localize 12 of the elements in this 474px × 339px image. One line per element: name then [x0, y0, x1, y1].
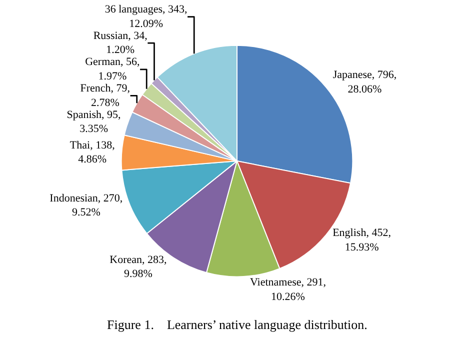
slice-label: Spanish, 95, 3.35%	[66, 108, 122, 136]
slice-label: Indonesian, 270, 9.52%	[50, 192, 123, 219]
slice-label: German, 56, 1.97%	[85, 56, 140, 83]
slice-label: English, 452, 15.93%	[332, 227, 392, 254]
text: Figure 1. Learners’ native language distribution.	[107, 317, 368, 332]
slice-label: French, 79, 2.78%	[80, 82, 130, 109]
slice-label: Korean, 283, 9.98%	[110, 254, 168, 280]
slice-label: Thai, 138, 4.86%	[70, 139, 116, 166]
slice-label: 36 languages, 343, 12.09%	[104, 4, 188, 30]
slice-label: Japanese, 796, 28.06%	[332, 69, 397, 96]
slice-label: Vietnamese, 291, 10.26%	[250, 276, 326, 303]
slice-label: Russian, 34, 1.20%	[93, 30, 148, 56]
